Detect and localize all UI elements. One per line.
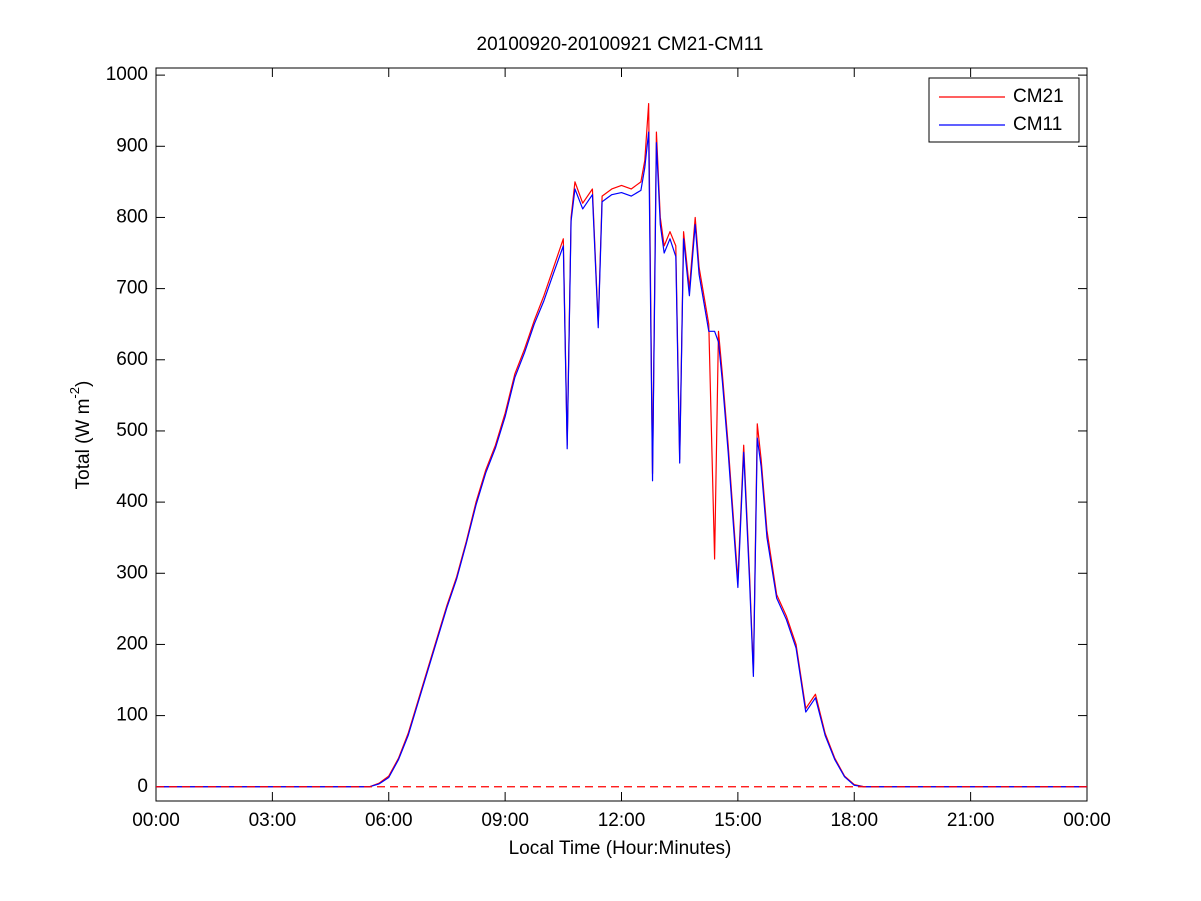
x-tick-label: 18:00: [830, 810, 878, 831]
legend-box: [928, 77, 1080, 143]
y-tick-label: 0: [137, 776, 148, 797]
y-tick-label: 700: [116, 278, 148, 299]
y-axis-label-sup: -2: [67, 387, 82, 399]
data-line: [156, 131, 1087, 788]
y-tick-label: 400: [116, 491, 148, 512]
y-tick-label: 800: [116, 206, 148, 227]
x-tick-label: 00:00: [132, 810, 180, 831]
x-tick-label: 06:00: [365, 810, 413, 831]
y-axis-label-part: Total (W m: [73, 399, 94, 490]
data-line: [156, 102, 1087, 788]
y-tick-label: 600: [116, 349, 148, 370]
y-tick-label: 300: [116, 562, 148, 583]
legend-label: CM11: [1013, 114, 1062, 135]
y-tick-label: 200: [116, 633, 148, 654]
x-axis-label: Local Time (Hour:Minutes): [509, 838, 732, 859]
plot-frame: [155, 67, 1088, 802]
x-tick-label: 09:00: [481, 810, 529, 831]
y-tick-label: 900: [116, 135, 148, 156]
legend-label: CM21: [1013, 86, 1064, 107]
y-tick-label: 500: [116, 420, 148, 441]
chart-title: 20100920-20100921 CM21-CM11: [477, 34, 764, 55]
x-tick-label: 12:00: [598, 810, 646, 831]
x-tick-label: 00:00: [1063, 810, 1111, 831]
y-axis-label: Total (W m-2): [67, 381, 94, 490]
y-axis-label-part: ): [73, 381, 94, 387]
x-tick-label: 15:00: [714, 810, 762, 831]
x-tick-label: 03:00: [249, 810, 297, 831]
y-tick-label: 100: [116, 705, 148, 726]
y-tick-label: 1000: [106, 64, 148, 85]
x-tick-label: 21:00: [947, 810, 995, 831]
